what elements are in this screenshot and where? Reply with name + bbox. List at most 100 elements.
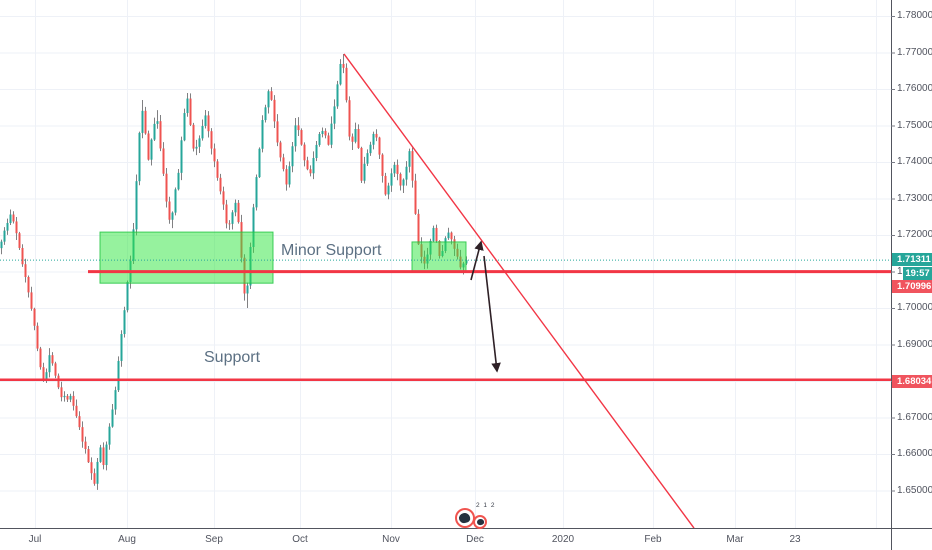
candle [345,67,348,101]
candle [372,133,375,145]
price-axis-label: 1.74000 [897,156,932,167]
candle [90,462,93,474]
price-axis-label: 1.66000 [897,448,932,459]
idea-avatar-glyph [457,511,472,525]
candle [354,129,357,142]
candle [402,179,405,186]
candle [396,164,399,174]
candle [168,201,171,220]
candle [351,136,354,142]
candle [72,395,75,406]
candle [150,139,153,160]
support-text-drawing[interactable]: Support [204,349,261,366]
candle [192,124,195,149]
idea-bubble-icon-small[interactable] [473,515,487,529]
candle [411,151,414,181]
candle [366,153,369,164]
candle [108,426,111,445]
arrow-drawing[interactable] [470,240,484,281]
candle [300,130,303,145]
idea-avatar-glyph-small [476,518,485,526]
candle [69,395,72,400]
candle [255,177,258,208]
candle [246,285,249,294]
candle [66,395,69,400]
ideas-marker-cluster[interactable]: 2 1 2 [455,502,497,532]
candle [18,233,21,248]
candle [369,144,372,154]
candle [39,348,42,368]
candle [393,164,396,174]
candle [21,247,24,265]
time-axis-label: Oct [292,534,308,545]
descending-trendline[interactable] [343,53,695,528]
support-zone-rectangle[interactable] [99,231,274,284]
candle [210,131,213,149]
time-axis-label: Jul [28,534,42,545]
candle [48,355,51,373]
candle [360,147,363,181]
arrow-drawing[interactable] [483,255,501,373]
time-axis-label: Mar [726,534,744,545]
candle [309,169,312,174]
last-price-badge: 1.71311 [892,253,932,266]
price-axis-label: 1.65000 [897,484,932,496]
candle [339,63,342,85]
candle [207,115,210,132]
candle [333,106,336,124]
candle [258,148,261,178]
candle [3,230,6,242]
minor-support-text-drawing[interactable]: Minor Support [281,242,382,259]
price-axis-label: 1.72000 [897,229,932,240]
candle [330,123,333,145]
ideas-count: 2 1 2 [476,502,496,509]
time-axis-label: 2020 [551,534,575,545]
candle [45,372,48,380]
candle [51,355,54,364]
candle [123,310,126,335]
candle [363,163,366,181]
candle [234,202,237,213]
candle [195,146,198,149]
price-axis-label: 1.67000 [897,411,932,423]
candle [228,223,231,225]
candle [183,113,186,141]
candle [15,221,18,234]
candle [273,99,276,122]
time-axis-label: Nov [382,534,400,545]
candle [156,121,159,124]
candle [384,175,387,195]
candle [270,91,273,100]
candle [264,107,267,121]
candle [198,138,201,147]
candle [174,189,177,213]
price-axis-label: 1.78000 [897,10,932,21]
support-zone-rectangle[interactable] [411,241,467,273]
price-axis-label: 1.76000 [897,83,932,94]
candle [141,110,144,133]
candle [102,447,105,466]
idea-bubble-icon[interactable] [455,508,475,528]
candle [120,334,123,361]
candle [222,191,225,205]
candle-countdown-badge: 19:57 [903,267,932,280]
candle [171,212,174,220]
candle [447,232,450,239]
support-line-price-badge-2: 1.68034 [892,375,932,388]
candle [144,110,147,134]
candle [390,173,393,186]
candle [204,115,207,126]
chart-drawings [0,53,891,528]
candle [216,161,219,178]
candle [162,148,165,174]
time-axis-label: Aug [118,534,136,545]
candle [60,387,63,398]
candle [252,207,255,247]
candle [159,121,162,149]
candle [321,130,324,135]
candle [105,444,108,466]
candle [381,154,384,176]
candle [450,232,453,240]
candle [312,157,315,174]
